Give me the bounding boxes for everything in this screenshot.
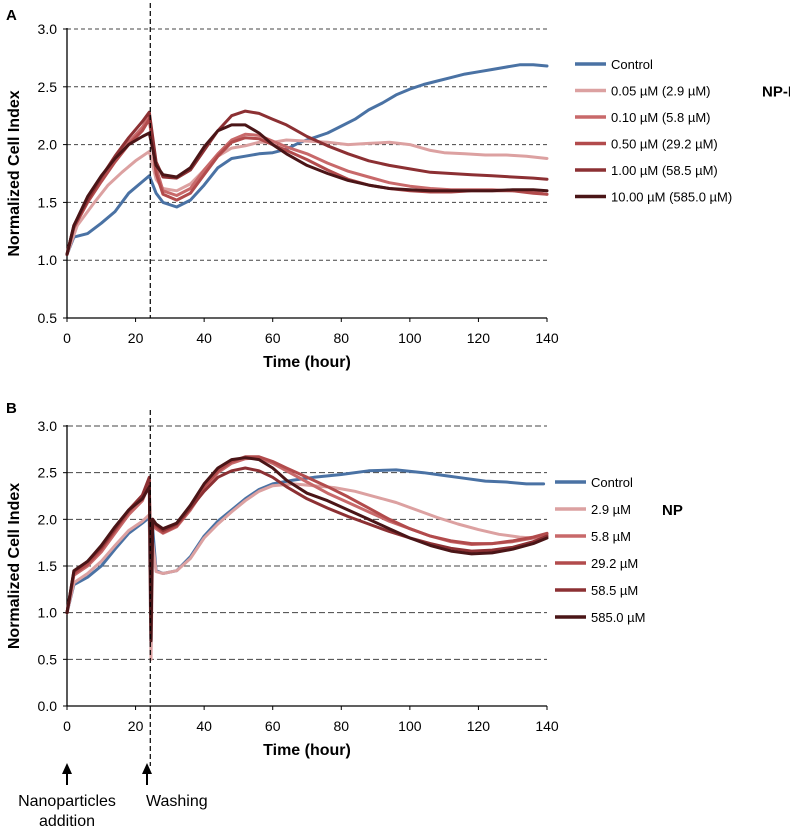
legend-tag: NP-PS (762, 84, 790, 101)
legend-label: 0.05 µM (2.9 µM) (611, 84, 711, 99)
legend-label: 2.9 µM (591, 502, 631, 517)
legend-tag: NP (662, 502, 683, 519)
x-tick-label: 0 (63, 330, 71, 346)
x-tick-label: 140 (535, 718, 559, 734)
y-tick-label: 1.5 (38, 558, 58, 574)
series-line (65, 138, 549, 256)
series-line (65, 109, 549, 256)
series-line (65, 468, 546, 652)
series-line (65, 123, 549, 256)
y-tick-label: 2.5 (38, 465, 58, 481)
series-line (65, 456, 549, 643)
legend-label: 585.0 µM (591, 610, 645, 625)
y-tick-label: 2.5 (38, 79, 58, 95)
washing-arrowhead (142, 763, 152, 774)
y-tick-label: 3.0 (38, 21, 58, 37)
panel-b-chart: B 0.0 0.5 1.0 1.5 2.0 2.5 3.0 0 20 40 60 80 100 120 140… (6, 400, 683, 766)
panel-a-chart: A 0.5 1.0 1.5 2.0 2.5 3.0 0 20 40 60 80 100 120 140 Tim… (6, 3, 790, 371)
x-tick-label: 140 (535, 330, 559, 346)
panel-letter: B (6, 400, 17, 417)
legend-label: 29.2 µM (591, 556, 638, 571)
x-tick-label: 60 (265, 718, 281, 734)
y-tick-label: 0.5 (38, 310, 58, 326)
x-axis-title: Time (hour) (263, 354, 351, 371)
x-tick-label: 80 (333, 330, 349, 346)
legend-label: 1.00 µM (58.5 µM) (611, 163, 718, 178)
legend-label: 10.00 µM (585.0 µM) (611, 190, 732, 205)
y-axis-title: Normalized Cell Index (6, 90, 23, 256)
x-tick-label: 40 (196, 718, 212, 734)
washing-label: Washing (146, 793, 208, 810)
legend-label: Control (591, 475, 633, 490)
x-tick-label: 20 (128, 330, 144, 346)
x-tick-label: 0 (63, 718, 71, 734)
x-tick-label: 40 (196, 330, 212, 346)
y-tick-label: 2.0 (38, 137, 58, 153)
legend-label: 58.5 µM (591, 583, 638, 598)
y-tick-label: 3.0 (38, 418, 58, 434)
nanoparticles-arrowhead (62, 763, 72, 774)
x-tick-label: 20 (128, 718, 144, 734)
legend-label: Control (611, 57, 653, 72)
x-tick-label: 100 (398, 718, 422, 734)
x-tick-label: 120 (467, 718, 491, 734)
x-tick-label: 120 (467, 330, 491, 346)
nanoparticles-label-line1: Nanoparticles (18, 793, 116, 810)
annotations: Nanoparticles addition Washing (18, 763, 208, 830)
legend-label: 0.10 µM (5.8 µM) (611, 110, 711, 125)
y-tick-label: 0.0 (38, 698, 58, 714)
y-tick-label: 0.5 (38, 651, 58, 667)
y-tick-label: 1.0 (38, 605, 58, 621)
panel-letter: A (6, 7, 17, 24)
series-line (65, 63, 549, 256)
y-tick-label: 1.0 (38, 252, 58, 268)
nanoparticles-label-line2: addition (39, 813, 95, 830)
y-tick-label: 1.5 (38, 194, 58, 210)
x-tick-label: 100 (398, 330, 422, 346)
legend-label: 0.50 µM (29.2 µM) (611, 137, 718, 152)
x-axis-title: Time (hour) (263, 742, 351, 759)
series-line (65, 482, 535, 661)
y-tick-label: 2.0 (38, 511, 58, 527)
x-tick-label: 80 (333, 718, 349, 734)
legend-label: 5.8 µM (591, 529, 631, 544)
x-tick-label: 60 (265, 330, 281, 346)
y-axis-title: Normalized Cell Index (6, 483, 23, 649)
